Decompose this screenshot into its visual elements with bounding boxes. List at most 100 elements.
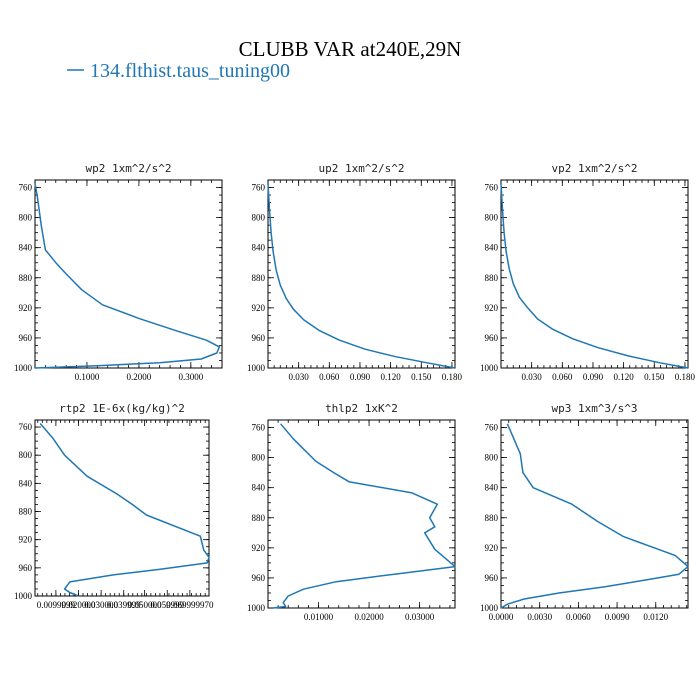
series-line (267, 183, 456, 369)
x-tick-label: 0.030000 (84, 600, 118, 610)
y-tick-label: 760 (252, 423, 266, 433)
y-tick-label: 840 (252, 243, 266, 253)
y-tick-label: 880 (19, 507, 33, 517)
panel-1: wp2 1xm^2/s^2 760 800 840 880 920 960 1000 0.100… (14, 162, 223, 382)
y-tick-label: 920 (252, 303, 266, 313)
y-tick-label: 1000 (247, 603, 266, 613)
y-tick-label: 840 (19, 478, 33, 488)
y-tick-label: 800 (485, 453, 499, 463)
y-tick-label: 960 (485, 333, 499, 343)
x-tick-label: 0.0120 (643, 612, 668, 622)
y-tick-label: 760 (19, 183, 33, 193)
x-tick-label: 0.03000 (405, 612, 435, 622)
x-tick-label: 0.059999 (150, 600, 184, 610)
series-line (34, 183, 221, 369)
panel-title: thlp2 1xK^2 (325, 402, 398, 415)
legend: 134.flthist.taus_tuning00 (67, 60, 290, 82)
plot-frame (34, 179, 223, 369)
y-tick-label: 920 (252, 543, 266, 553)
y-tick-label: 960 (19, 563, 33, 573)
x-tick-label: 0.02000 (354, 612, 384, 622)
series-line (500, 183, 689, 369)
x-tick-label: 0.150 (411, 372, 432, 382)
x-tick-label: 0.069999970 (166, 600, 214, 610)
y-tick-label: 800 (19, 213, 33, 223)
x-tick-label: 0.030 (522, 372, 543, 382)
plot-frame (267, 419, 456, 609)
series-line (39, 423, 210, 597)
panel-4: rtp2 1E-6x(kg/kg)^2 760 800 840 880 920 960 100… (14, 402, 214, 610)
x-tick-label: 0.150 (644, 372, 665, 382)
series-line (500, 423, 689, 609)
y-tick-label: 920 (485, 543, 499, 553)
y-tick-label: 960 (485, 573, 499, 583)
y-tick-label: 960 (252, 573, 266, 583)
plot-frame (34, 419, 210, 597)
x-tick-label: 0.060 (552, 372, 573, 382)
plot-frame (500, 179, 689, 369)
series-line (273, 423, 456, 609)
y-tick-label: 880 (485, 513, 499, 523)
y-tick-label: 1000 (247, 363, 266, 373)
panel-6: wp3 1xm^3/s^3 760 800 840 880 920 960 10000.000… (480, 402, 689, 622)
x-tick-label: 0.050000 (128, 600, 162, 610)
panel-title: vp2 1xm^2/s^2 (551, 162, 637, 175)
panel-5: thlp2 1xK^2 760 800 840 880 920 960 1000 0.01000… (247, 402, 456, 622)
figure-title: CLUBB VAR at240E,29N (239, 37, 462, 61)
x-tick-label: 0.0090 (605, 612, 630, 622)
y-tick-label: 800 (252, 453, 266, 463)
y-tick-label: 800 (485, 213, 499, 223)
plot-frame (500, 419, 689, 609)
y-tick-label: 920 (19, 535, 33, 545)
y-tick-label: 1000 (480, 363, 499, 373)
x-tick-label: 0.020000 (62, 600, 96, 610)
panels: wp2 1xm^2/s^2 760 800 840 880 920 960 1000 0.100… (14, 162, 696, 622)
y-tick-label: 880 (19, 273, 33, 283)
y-tick-label: 880 (252, 273, 266, 283)
y-tick-label: 880 (252, 513, 266, 523)
y-tick-label: 800 (252, 213, 266, 223)
x-tick-label: 0.060 (319, 372, 340, 382)
panel-title: wp2 1xm^2/s^2 (85, 162, 171, 175)
x-tick-label: 0.0060 (566, 612, 591, 622)
y-tick-label: 1000 (14, 591, 33, 601)
y-tick-label: 920 (485, 303, 499, 313)
x-tick-label: 0.0099999 (37, 600, 76, 610)
x-tick-label: 0.01000 (304, 612, 334, 622)
y-tick-label: 1000 (14, 363, 33, 373)
x-tick-label: 0.120 (613, 372, 634, 382)
x-tick-label: 0.2000 (127, 372, 152, 382)
x-tick-label: 0.0000 (489, 612, 514, 622)
y-tick-label: 760 (19, 422, 33, 432)
plot-frame (267, 179, 456, 369)
y-tick-label: 760 (485, 423, 499, 433)
y-tick-label: 800 (19, 450, 33, 460)
y-tick-label: 1000 (480, 603, 499, 613)
y-tick-label: 840 (252, 483, 266, 493)
x-tick-label: 0.0030 (527, 612, 552, 622)
x-tick-label: 0.180 (675, 372, 696, 382)
x-tick-label: 0.180 (442, 372, 463, 382)
legend-label: 134.flthist.taus_tuning00 (90, 60, 290, 82)
x-tick-label: 0.090 (583, 372, 604, 382)
y-tick-label: 960 (252, 333, 266, 343)
x-tick-label: 0.090 (350, 372, 371, 382)
y-tick-label: 760 (252, 183, 266, 193)
x-tick-label: 0.3000 (178, 372, 203, 382)
y-tick-label: 960 (19, 333, 33, 343)
x-tick-label: 0.039999 (107, 600, 141, 610)
x-tick-label: 0.120 (380, 372, 401, 382)
panel-3: vp2 1xm^2/s^2 760 800 840 880 920 960 1000 0.030… (480, 162, 696, 382)
y-tick-label: 920 (19, 303, 33, 313)
y-tick-label: 840 (19, 243, 33, 253)
x-tick-label: 0.1000 (75, 372, 100, 382)
panel-2: up2 1xm^2/s^2 760 800 840 880 920 960 1000 0.030… (247, 162, 463, 382)
y-tick-label: 880 (485, 273, 499, 283)
panel-title: up2 1xm^2/s^2 (318, 162, 404, 175)
x-tick-label: 0.030 (289, 372, 310, 382)
panel-title: rtp2 1E-6x(kg/kg)^2 (59, 402, 185, 415)
y-tick-label: 840 (485, 243, 499, 253)
y-tick-label: 760 (485, 183, 499, 193)
y-tick-label: 840 (485, 483, 499, 493)
